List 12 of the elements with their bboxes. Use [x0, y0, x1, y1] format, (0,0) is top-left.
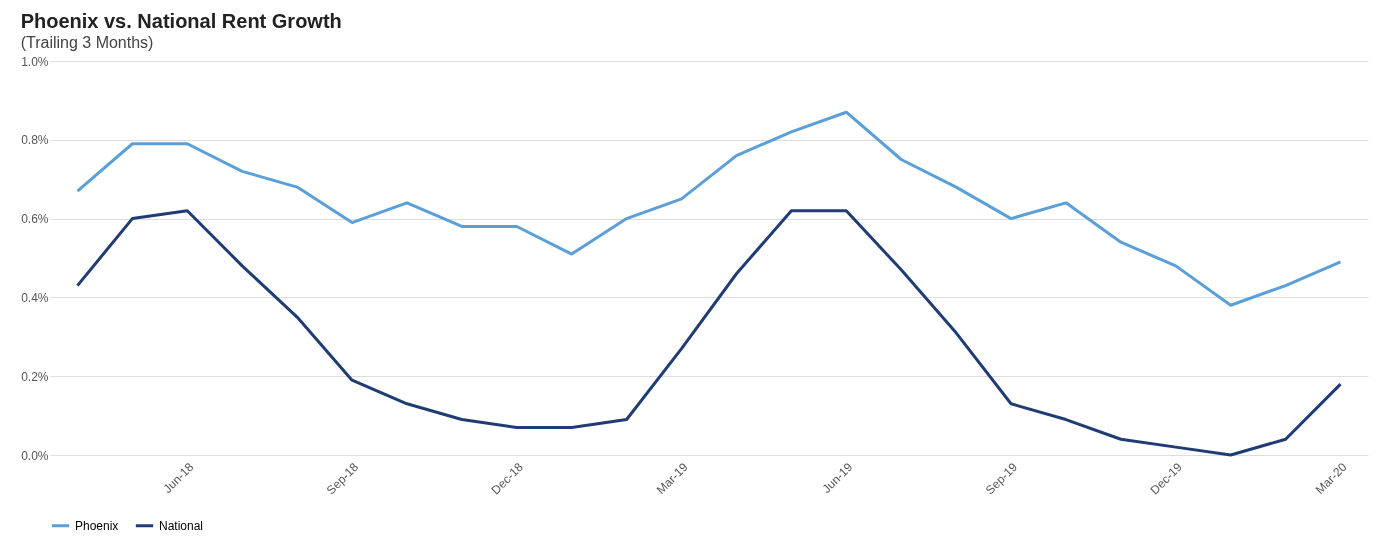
legend-label: National: [159, 518, 204, 533]
y-tick-label: 1.0%: [21, 54, 49, 69]
line-series: [75, 209, 1343, 457]
chart-title: Phoenix vs. National Rent Growth: [20, 10, 342, 32]
y-tick-label: 0.2%: [21, 369, 49, 384]
y-tick-label: 0.6%: [21, 212, 49, 227]
y-tick-label: 0.0%: [21, 448, 49, 463]
legend-label: Phoenix: [75, 518, 119, 533]
y-tick-label: 0.8%: [21, 133, 49, 148]
chart-subtitle: (Trailing 3 Months): [20, 34, 154, 51]
line-series: [75, 110, 1343, 307]
y-tick-label: 0.4%: [21, 290, 49, 305]
